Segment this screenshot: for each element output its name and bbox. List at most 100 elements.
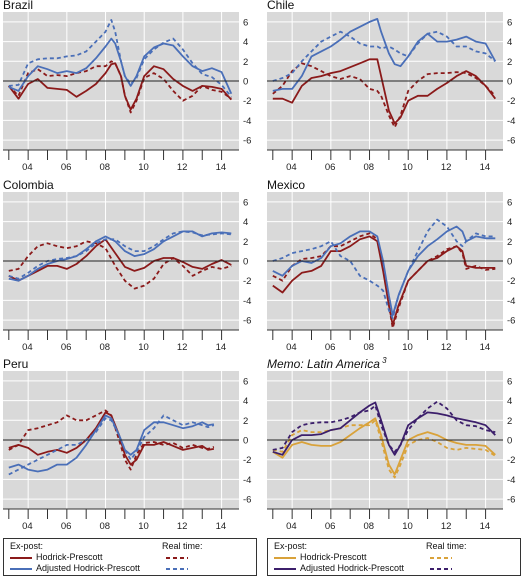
- series-line-blue-realtime: [272, 218, 496, 320]
- x-tick-label: 06: [61, 162, 72, 173]
- x-tick-label: 14: [216, 162, 227, 173]
- legend-expost-header: Ex-post:: [10, 541, 44, 551]
- legend-right: Ex-post: Real time: Hodrick-Prescott Adj…: [267, 538, 521, 576]
- y-tick-label: 2: [507, 237, 512, 248]
- x-tick-label: 08: [364, 342, 375, 353]
- y-tick-label: 0: [243, 77, 248, 88]
- legend-label-hp: Hodrick-Prescott: [300, 552, 367, 562]
- y-tick-label: -2: [243, 276, 251, 287]
- chart-panel-memo-latin-america: Memo: Latin America 3 -6 -4 -2 0 2 4 6 04 06 08 10 1…: [267, 356, 515, 532]
- y-tick-label: -2: [507, 96, 515, 107]
- y-tick-label: 6: [243, 197, 248, 208]
- y-tick-label: -2: [243, 96, 251, 107]
- x-tick-label: 14: [216, 342, 227, 353]
- series-line-red-expost: [8, 62, 232, 111]
- x-tick-label: 10: [138, 342, 149, 353]
- series-line-blue-realtime: [8, 414, 215, 476]
- legend-label-ahp: Adjusted Hodrick-Prescott: [300, 563, 405, 573]
- series-line-red-expost: [8, 238, 232, 282]
- legend-realtime-header: Real time:: [162, 541, 203, 551]
- y-tick-label: -4: [243, 116, 251, 127]
- series-line-red-realtime: [8, 409, 215, 471]
- x-tick-label: 04: [286, 342, 297, 353]
- y-tick-label: -2: [507, 276, 515, 287]
- x-tick-label: 10: [402, 521, 413, 532]
- x-tick-label: 06: [325, 162, 336, 173]
- x-tick-label: 10: [402, 162, 413, 173]
- panel-title: Chile: [267, 0, 295, 12]
- legend-swatch-ahp-expost: [10, 568, 32, 570]
- x-tick-label: 04: [286, 521, 297, 532]
- series-line-red-realtime: [8, 240, 232, 290]
- series-line-red-realtime: [8, 60, 232, 114]
- series-line-blue-realtime: [8, 19, 232, 98]
- y-tick-label: 6: [507, 376, 512, 387]
- y-tick-label: 4: [243, 217, 248, 228]
- y-tick-label: 0: [507, 77, 512, 88]
- y-tick-label: 6: [243, 17, 248, 28]
- legend-left: Ex-post: Real time: Hodrick-Prescott Adj…: [3, 538, 257, 576]
- y-tick-label: -6: [507, 316, 515, 327]
- x-tick-label: 08: [364, 162, 375, 173]
- legend-realtime-header: Real time:: [426, 541, 467, 551]
- legend-swatch-ahp-realtime: [166, 568, 188, 570]
- y-tick-label: 0: [243, 436, 248, 447]
- y-tick-label: -4: [243, 475, 251, 486]
- y-tick-label: -4: [507, 296, 515, 307]
- legend-label-hp: Hodrick-Prescott: [36, 552, 103, 562]
- series-line-gold-expost: [272, 417, 496, 476]
- series-line-blue-realtime: [8, 230, 232, 280]
- y-tick-label: -2: [507, 455, 515, 466]
- y-tick-label: 0: [243, 257, 248, 268]
- y-tick-label: 4: [507, 396, 512, 407]
- x-tick-label: 10: [402, 342, 413, 353]
- x-tick-label: 08: [100, 342, 111, 353]
- y-tick-label: -4: [507, 475, 515, 486]
- y-tick-label: 4: [507, 37, 512, 48]
- x-tick-label: 14: [480, 342, 491, 353]
- y-tick-label: 6: [507, 17, 512, 28]
- panel-title-superscript: 3: [380, 356, 387, 365]
- legend-label-ahp: Adjusted Hodrick-Prescott: [36, 563, 141, 573]
- y-tick-label: -6: [507, 495, 515, 506]
- x-tick-label: 04: [22, 521, 33, 532]
- x-tick-label: 12: [177, 342, 188, 353]
- x-tick-label: 12: [177, 162, 188, 173]
- y-tick-label: -6: [243, 316, 251, 327]
- panel-title: Mexico: [267, 178, 305, 192]
- y-tick-label: 2: [507, 57, 512, 68]
- panel-title: Peru: [3, 357, 28, 371]
- y-tick-label: -6: [243, 495, 251, 506]
- panel-title: Brazil: [3, 0, 33, 12]
- legend-swatch-hp-expost: [274, 557, 296, 559]
- y-tick-label: -6: [243, 136, 251, 147]
- y-tick-label: 4: [243, 37, 248, 48]
- x-tick-label: 10: [138, 162, 149, 173]
- x-tick-label: 04: [286, 162, 297, 173]
- y-tick-label: 0: [507, 436, 512, 447]
- y-tick-label: 2: [243, 237, 248, 248]
- series-line-blue-realtime: [272, 30, 496, 82]
- y-tick-label: -4: [243, 296, 251, 307]
- x-tick-label: 14: [480, 162, 491, 173]
- series-line-gold-realtime: [272, 419, 496, 479]
- legend-swatch-ahp-expost: [274, 568, 296, 570]
- panel-title: Memo: Latin America 3: [267, 356, 387, 371]
- y-tick-label: 6: [243, 376, 248, 387]
- y-tick-label: 2: [507, 416, 512, 427]
- panel-title: Colombia: [3, 178, 54, 192]
- y-tick-label: -6: [507, 136, 515, 147]
- x-tick-label: 12: [441, 342, 452, 353]
- y-tick-label: 4: [243, 396, 248, 407]
- x-tick-label: 14: [216, 521, 227, 532]
- y-tick-label: -4: [507, 116, 515, 127]
- x-tick-label: 12: [441, 521, 452, 532]
- series-line-purple-realtime: [272, 400, 496, 453]
- chart-panel-chile: Chile -6 -4 -2 0 2 4 6 04 06 08 10 12 14: [267, 0, 515, 173]
- chart-panel-mexico: Mexico -6 -4 -2 0 2 4 6 04 06 08 10 12 14: [267, 178, 515, 353]
- legend-swatch-hp-expost: [10, 557, 32, 559]
- x-tick-label: 06: [61, 521, 72, 532]
- legend-swatch-hp-realtime: [166, 557, 188, 559]
- legend-swatch-hp-realtime: [430, 557, 452, 559]
